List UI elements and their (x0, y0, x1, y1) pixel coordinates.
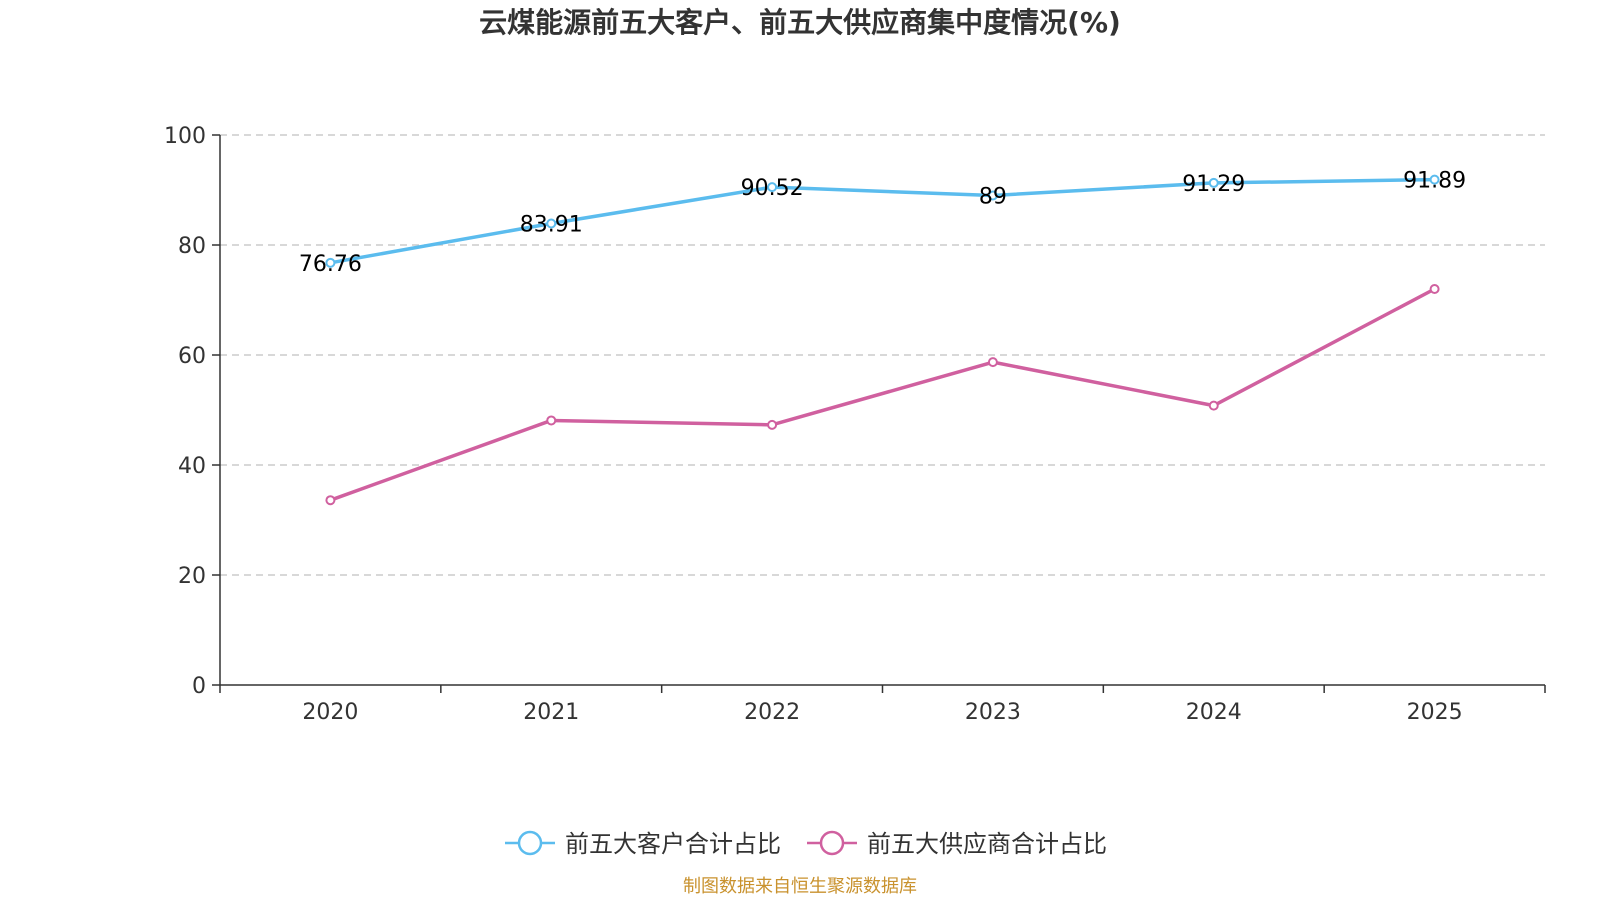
legend-label-0: 前五大客户合计占比 (565, 830, 781, 858)
legend-label-1: 前五大供应商合计占比 (867, 830, 1107, 858)
y-tick-label-0: 0 (192, 674, 206, 699)
series-line-0 (330, 177, 1435, 265)
series-0-point-2020 (325, 257, 336, 268)
x-tick-label-2021: 2021 (523, 700, 579, 725)
y-tick-label-60: 60 (178, 344, 206, 369)
legend-marker-1 (819, 830, 845, 856)
data-label-2025: 91.89 (1403, 169, 1466, 194)
source-note: 制图数据来自恒生聚源数据库 (683, 876, 917, 897)
x-tick-label-2025: 2025 (1407, 700, 1463, 725)
x-tick-label-2020: 2020 (302, 700, 358, 725)
x-tick-label-2023: 2023 (965, 700, 1021, 725)
data-label-2023: 89 (979, 185, 1007, 210)
series-0-point-2023 (987, 190, 998, 201)
data-label-2020: 76.76 (299, 252, 362, 277)
x-tick-label-2022: 2022 (744, 700, 800, 725)
chart-title: 云煤能源前五大客户、前五大供应商集中度情况(%) (479, 6, 1121, 39)
series-1-point-2022 (767, 419, 778, 430)
series-0-point-2021 (546, 218, 557, 229)
series-1-point-2024 (1208, 400, 1219, 411)
series-1-point-2021 (546, 415, 557, 426)
x-tick-label-2024: 2024 (1186, 700, 1242, 725)
legend-marker-0 (517, 830, 543, 856)
data-label-2021: 83.91 (520, 212, 583, 237)
series-1-point-2020 (325, 495, 336, 506)
data-labels: 76.76 83.91 90.52 89 91.29 91.89 (299, 169, 1466, 277)
grid (220, 134, 1545, 576)
series-0-point-2025 (1429, 174, 1440, 185)
series-1-point-2025 (1429, 284, 1440, 294)
series-0-point-2024 (1208, 177, 1219, 188)
y-tick-label-20: 20 (178, 564, 206, 589)
y-tick-label-40: 40 (178, 454, 206, 479)
legend[interactable]: 前五大客户合计占比 前五大供应商合计占比 (505, 830, 1107, 858)
axes: 0 20 40 60 80 100 2020 2021 2022 2023 2024 2025 (164, 124, 1546, 725)
data-label-2024: 91.29 (1182, 172, 1245, 197)
series-line-1 (329, 287, 1436, 502)
y-tick-label-80: 80 (178, 234, 206, 259)
series (325, 174, 1440, 506)
series-0-point-2022 (767, 182, 778, 193)
series-1-point-2023 (987, 357, 998, 368)
data-label-2022: 90.52 (741, 176, 804, 201)
y-tick-label-100: 100 (164, 124, 206, 149)
